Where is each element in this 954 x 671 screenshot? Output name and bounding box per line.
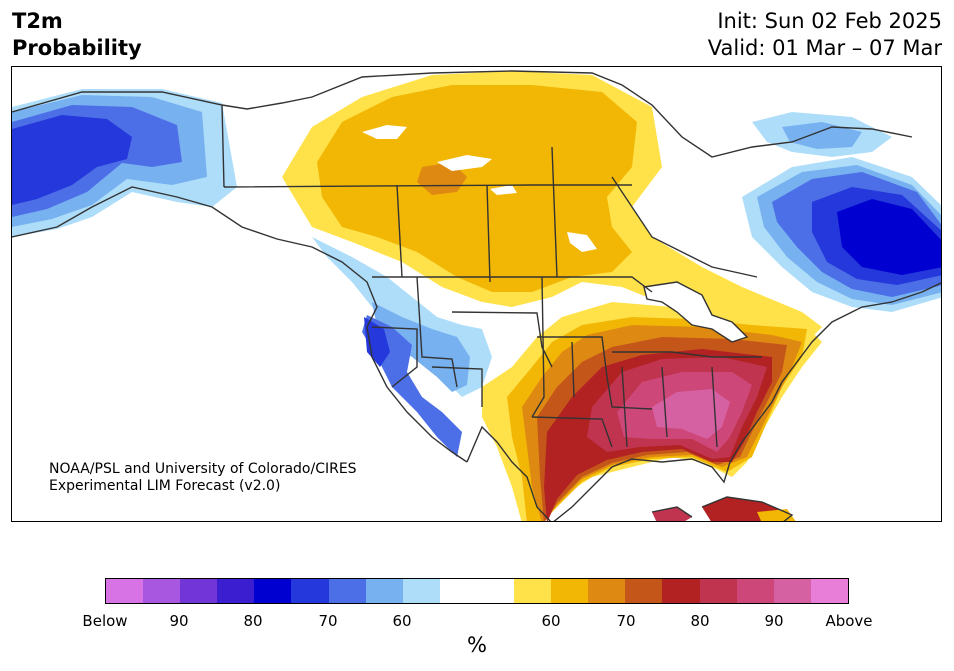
map-canvas: [12, 67, 941, 521]
colorbar-segment: [106, 579, 144, 603]
colorbar-unit: %: [467, 633, 487, 657]
probability-map: [11, 66, 942, 522]
colorbar-label-above-90: 90: [764, 612, 784, 630]
colorbar-segment: [217, 579, 255, 603]
colorbar-label-below-80: 80: [243, 612, 263, 630]
colorbar-segment: [439, 579, 477, 603]
colorbar-segment: [291, 579, 329, 603]
colorbar-segment: [328, 579, 366, 603]
borders: [12, 70, 941, 521]
colorbar-segment: [662, 579, 700, 603]
forecast-dates: Init: Sun 02 Feb 2025 Valid: 01 Mar – 07…: [708, 8, 942, 62]
credit-line-1: NOAA/PSL and University of Colorado/CIRE…: [49, 461, 357, 477]
title-product: Probability: [12, 36, 142, 60]
colorbar-label-below-60: 60: [392, 612, 412, 630]
colorbar-segment: [588, 579, 626, 603]
colorbar-segment: [254, 579, 292, 603]
colorbar-segment: [773, 579, 811, 603]
valid-period: Valid: 01 Mar – 07 Mar: [707, 36, 942, 60]
colorbar-segment: [402, 579, 440, 603]
colorbar-segment: [625, 579, 663, 603]
east-canada-region: [742, 112, 941, 312]
colorbar-segment: [810, 579, 848, 603]
colorbar-segment: [514, 579, 552, 603]
colorbar-label-above-60: 60: [541, 612, 561, 630]
map-credit: NOAA/PSL and University of Colorado/CIRE…: [49, 461, 357, 495]
colorbar-segment: [180, 579, 218, 603]
colorbar-label-below: Below: [82, 612, 128, 630]
map-title: T2m Probability: [12, 8, 142, 62]
colorbar-segment: [699, 579, 737, 603]
colorbar-label-below-70: 70: [318, 612, 338, 630]
colorbar-segment: [476, 579, 515, 603]
colorbar-label-below-90: 90: [169, 612, 189, 630]
inland-water: [362, 125, 747, 342]
west-us-region: [302, 217, 557, 457]
colorbar-segment: [365, 579, 403, 603]
title-variable: T2m: [12, 9, 63, 33]
colorbar-segment: [143, 579, 181, 603]
credit-line-2: Experimental LIM Forecast (v2.0): [49, 478, 281, 494]
probability-colorbar: [105, 578, 849, 604]
colorbar-segment: [551, 579, 589, 603]
colorbar-label-above-70: 70: [616, 612, 636, 630]
colorbar-segment: [736, 579, 774, 603]
southeast-warm-region: [482, 302, 822, 521]
init-date: Init: Sun 02 Feb 2025: [717, 9, 942, 33]
colorbar-label-above-80: 80: [690, 612, 710, 630]
colorbar-label-above: Above: [825, 612, 873, 630]
alaska-region: [12, 89, 237, 237]
